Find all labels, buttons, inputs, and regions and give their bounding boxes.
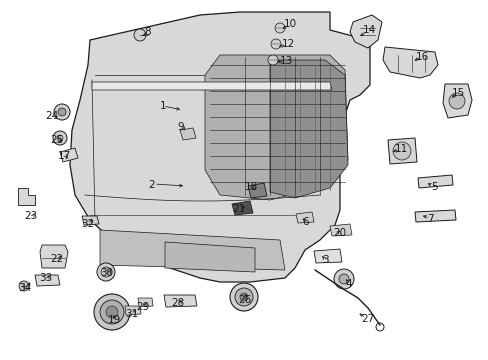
Circle shape xyxy=(274,23,285,33)
Polygon shape xyxy=(35,275,60,286)
Text: 32: 32 xyxy=(81,219,95,229)
Circle shape xyxy=(58,108,66,116)
Circle shape xyxy=(53,131,67,145)
Text: 2: 2 xyxy=(148,180,155,190)
Polygon shape xyxy=(442,84,471,118)
Polygon shape xyxy=(164,242,254,272)
Circle shape xyxy=(19,281,29,291)
Circle shape xyxy=(100,300,124,324)
Polygon shape xyxy=(60,148,78,162)
Text: 15: 15 xyxy=(450,88,464,98)
Text: 18: 18 xyxy=(244,182,257,192)
Circle shape xyxy=(333,269,353,289)
Text: 4: 4 xyxy=(345,279,351,289)
Polygon shape xyxy=(204,55,347,200)
Polygon shape xyxy=(180,128,196,140)
Text: 5: 5 xyxy=(430,182,436,192)
Polygon shape xyxy=(125,306,141,315)
Text: 3: 3 xyxy=(321,255,327,265)
Text: 17: 17 xyxy=(57,151,70,161)
Polygon shape xyxy=(329,224,351,236)
Text: 23: 23 xyxy=(24,211,38,221)
Text: 27: 27 xyxy=(361,314,374,324)
Circle shape xyxy=(94,294,130,330)
Circle shape xyxy=(338,274,348,284)
Polygon shape xyxy=(18,188,35,205)
Polygon shape xyxy=(138,298,153,307)
Circle shape xyxy=(54,104,70,120)
Polygon shape xyxy=(163,295,197,307)
Polygon shape xyxy=(414,210,455,222)
Polygon shape xyxy=(382,47,437,78)
Polygon shape xyxy=(349,15,381,48)
Circle shape xyxy=(57,135,63,141)
Text: 25: 25 xyxy=(50,135,63,145)
Polygon shape xyxy=(231,201,252,215)
Text: 16: 16 xyxy=(414,52,428,62)
Text: 22: 22 xyxy=(50,254,63,264)
Polygon shape xyxy=(82,216,99,225)
Text: 9: 9 xyxy=(177,122,184,132)
Text: 33: 33 xyxy=(40,273,53,283)
Polygon shape xyxy=(313,249,341,263)
Text: 30: 30 xyxy=(100,268,113,278)
Polygon shape xyxy=(70,12,369,282)
Circle shape xyxy=(101,267,111,277)
Circle shape xyxy=(448,93,464,109)
Polygon shape xyxy=(40,245,68,268)
Text: 8: 8 xyxy=(144,27,151,37)
Polygon shape xyxy=(269,60,347,198)
Text: 13: 13 xyxy=(279,56,292,66)
Text: 24: 24 xyxy=(45,111,59,121)
Polygon shape xyxy=(100,230,285,270)
Text: 6: 6 xyxy=(302,217,309,227)
Text: 7: 7 xyxy=(426,214,432,224)
Text: 21: 21 xyxy=(232,204,245,214)
Polygon shape xyxy=(417,175,452,188)
Text: 31: 31 xyxy=(125,309,138,319)
Text: 19: 19 xyxy=(107,315,121,325)
Text: 1: 1 xyxy=(160,101,166,111)
Circle shape xyxy=(270,39,281,49)
Text: 10: 10 xyxy=(283,19,296,29)
Circle shape xyxy=(134,29,146,41)
Text: 29: 29 xyxy=(136,302,149,312)
Circle shape xyxy=(392,142,410,160)
Text: 12: 12 xyxy=(281,39,294,49)
Text: 14: 14 xyxy=(362,25,375,35)
Polygon shape xyxy=(295,212,313,223)
Circle shape xyxy=(97,263,115,281)
Text: 26: 26 xyxy=(238,295,251,305)
Text: 34: 34 xyxy=(19,283,32,293)
Circle shape xyxy=(229,283,258,311)
Polygon shape xyxy=(387,138,416,164)
Text: 20: 20 xyxy=(333,228,346,238)
Text: 11: 11 xyxy=(393,144,407,154)
Circle shape xyxy=(235,288,252,306)
Circle shape xyxy=(240,293,247,301)
Polygon shape xyxy=(247,183,266,198)
Circle shape xyxy=(267,55,278,65)
Circle shape xyxy=(106,306,118,318)
Polygon shape xyxy=(92,82,331,90)
Text: 28: 28 xyxy=(171,298,184,308)
